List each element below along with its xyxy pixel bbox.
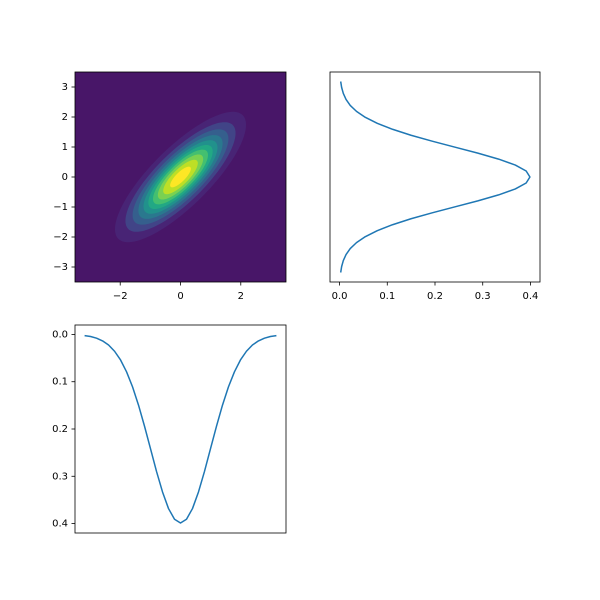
y-tick-label: 0.2 [52, 424, 68, 435]
x-tick-label: 0.0 [332, 291, 348, 302]
y-tick-label: 0.4 [52, 519, 68, 530]
y-tick-label: 1 [62, 142, 68, 153]
x-tick-label: 0.1 [379, 291, 395, 302]
y-tick-label: 0 [62, 172, 68, 183]
y-tick-label: −2 [53, 232, 68, 243]
subplot: 0.0 0.1 0.2 0.3 0.4 [329, 71, 541, 302]
y-tick-label: 0.0 [52, 329, 68, 340]
y-tick-label: 3 [62, 82, 68, 93]
x-tick-label: −2 [113, 291, 128, 302]
axes-frame [329, 71, 541, 283]
y-tick-label: 0.3 [52, 471, 68, 482]
plot-area [75, 72, 286, 282]
x-tick-label: 0.3 [475, 291, 491, 302]
plot-area [84, 334, 277, 524]
subplot: −2 0 2 −3 −2 −1 0 1 2 3 [53, 71, 287, 302]
x-tick-label: 0 [177, 291, 183, 302]
x-tick-label: 0.2 [427, 291, 443, 302]
x-tick-label: 0.4 [523, 291, 539, 302]
y-tick-label: 0.1 [52, 377, 68, 388]
plot-area [339, 81, 531, 273]
y-tick-label: −3 [53, 262, 68, 273]
subplot: 0.0 0.1 0.2 0.3 0.4 [52, 324, 287, 534]
axes-frame [74, 324, 287, 534]
y-tick-label: 2 [62, 112, 68, 123]
y-tick-label: −1 [53, 202, 68, 213]
contour-band [170, 166, 191, 188]
line-series [339, 81, 531, 273]
line-series [84, 334, 277, 524]
x-tick-label: 2 [238, 291, 244, 302]
